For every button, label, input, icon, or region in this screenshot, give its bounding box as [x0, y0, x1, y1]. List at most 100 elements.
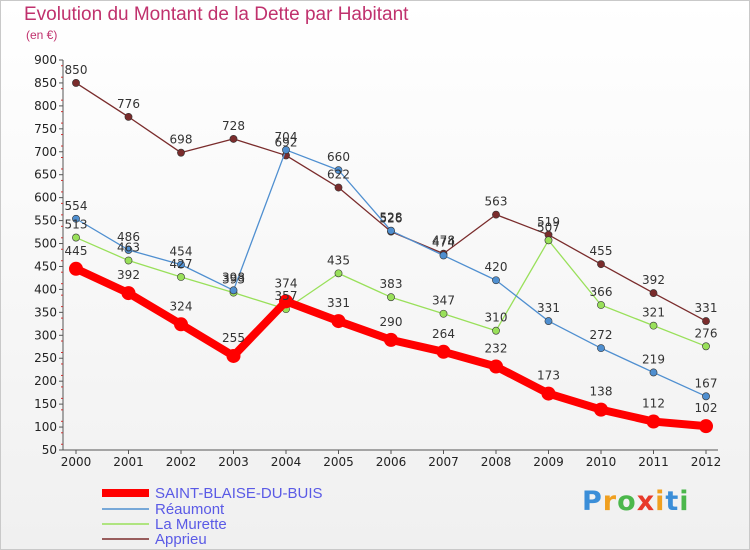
chart-title: Evolution du Montant de la Dette par Hab… — [24, 4, 409, 25]
data-label: 173 — [537, 369, 560, 383]
y-tick-label: 100 — [34, 420, 57, 434]
data-point — [121, 286, 136, 301]
data-label: 728 — [222, 119, 245, 133]
data-point — [649, 321, 658, 330]
data-point — [492, 326, 500, 335]
data-label: 138 — [590, 385, 613, 399]
data-label: 698 — [170, 133, 193, 147]
x-tick-label: 2002 — [166, 455, 197, 469]
data-point — [597, 260, 605, 269]
data-point — [489, 359, 503, 374]
data-label: 331 — [537, 301, 560, 315]
data-point — [177, 148, 185, 157]
data-point — [387, 293, 395, 302]
data-point — [177, 260, 185, 269]
data-label: 435 — [327, 253, 350, 267]
legend-label: Réaumont — [155, 501, 225, 518]
data-label: 290 — [380, 315, 403, 329]
x-tick-label: 2000 — [61, 455, 92, 469]
data-point — [72, 214, 80, 223]
data-label: 357 — [275, 289, 298, 303]
logo-letter: r — [602, 486, 618, 517]
x-tick-label: 2003 — [218, 455, 249, 469]
legend-label: Apprieu — [155, 531, 207, 548]
data-point — [334, 269, 343, 278]
y-tick-label: 250 — [34, 351, 57, 365]
data-point — [331, 314, 346, 329]
data-point — [226, 348, 241, 363]
data-labels: 850 776 698 728 692 622 526 478 563 519 455 392 331 5… — [65, 63, 718, 415]
data-label: 704 — [275, 130, 298, 144]
data-point — [279, 294, 293, 309]
x-tick-label: 2010 — [586, 455, 617, 469]
logo-letter: P — [582, 486, 603, 517]
data-label: 528 — [380, 211, 403, 225]
data-point — [702, 317, 710, 325]
data-point — [702, 342, 710, 351]
y-tick-label: 650 — [34, 168, 57, 182]
data-label: 112 — [642, 397, 665, 411]
data-label: 519 — [537, 215, 560, 229]
data-point — [282, 146, 290, 154]
axes: 50 100 150 200 250 300 350 400 450 500 550 600 650 70… — [34, 53, 721, 469]
data-point — [597, 344, 605, 353]
series-layer — [69, 79, 713, 434]
data-label: 310 — [485, 311, 508, 325]
data-point — [541, 386, 556, 401]
y-tick-label: 800 — [34, 99, 57, 113]
proxiti-logo: Proxiti — [582, 486, 690, 517]
data-label: 474 — [432, 235, 455, 249]
data-label: 478 — [432, 234, 455, 248]
data-point — [124, 112, 133, 121]
data-point — [544, 317, 553, 325]
data-label: 563 — [485, 195, 508, 209]
data-label: 331 — [327, 296, 350, 310]
data-point — [72, 233, 80, 242]
data-point — [229, 135, 238, 143]
data-label: 660 — [327, 150, 350, 164]
data-label: 366 — [590, 285, 613, 299]
data-label: 692 — [275, 135, 298, 149]
x-tick-label: 2009 — [533, 455, 564, 469]
data-point — [174, 317, 188, 332]
data-label: 276 — [695, 326, 718, 340]
data-label: 850 — [65, 63, 88, 77]
y-tick-label: 900 — [34, 53, 57, 67]
legend-label: SAINT-BLAISE-DU-BUIS — [155, 485, 323, 502]
data-point — [646, 414, 661, 429]
chart-subtitle: (en €) — [26, 28, 58, 42]
data-label: 264 — [432, 327, 455, 341]
data-label: 374 — [275, 276, 298, 290]
data-point — [439, 251, 448, 260]
y-tick-label: 750 — [34, 122, 57, 136]
y-tick-label: 200 — [34, 374, 57, 388]
data-point — [384, 332, 398, 347]
data-point — [649, 289, 658, 297]
x-tick-label: 2007 — [428, 455, 459, 469]
data-label: 219 — [642, 352, 665, 366]
data-point — [124, 246, 133, 254]
y-tick-label: 850 — [34, 76, 57, 90]
data-point — [436, 344, 451, 359]
data-point — [649, 368, 658, 377]
data-label: 255 — [222, 331, 245, 345]
legend-label: La Murette — [155, 516, 227, 533]
data-point — [594, 402, 608, 417]
data-label: 420 — [485, 260, 508, 274]
y-tick-label: 700 — [34, 145, 57, 159]
x-tick-label: 2004 — [271, 455, 302, 469]
logo-letter: i — [679, 486, 690, 517]
data-label: 331 — [695, 301, 718, 315]
logo-letter: o — [617, 486, 637, 517]
data-label: 513 — [65, 218, 88, 232]
y-tick-label: 550 — [34, 214, 57, 228]
data-label: 455 — [590, 244, 613, 258]
data-point — [334, 183, 343, 192]
data-point — [334, 166, 343, 175]
y-tick-label: 400 — [34, 282, 57, 296]
logo-letter: i — [655, 486, 666, 517]
data-label: 321 — [642, 306, 665, 320]
data-label: 427 — [170, 257, 193, 271]
y-tick-label: 300 — [34, 328, 57, 342]
